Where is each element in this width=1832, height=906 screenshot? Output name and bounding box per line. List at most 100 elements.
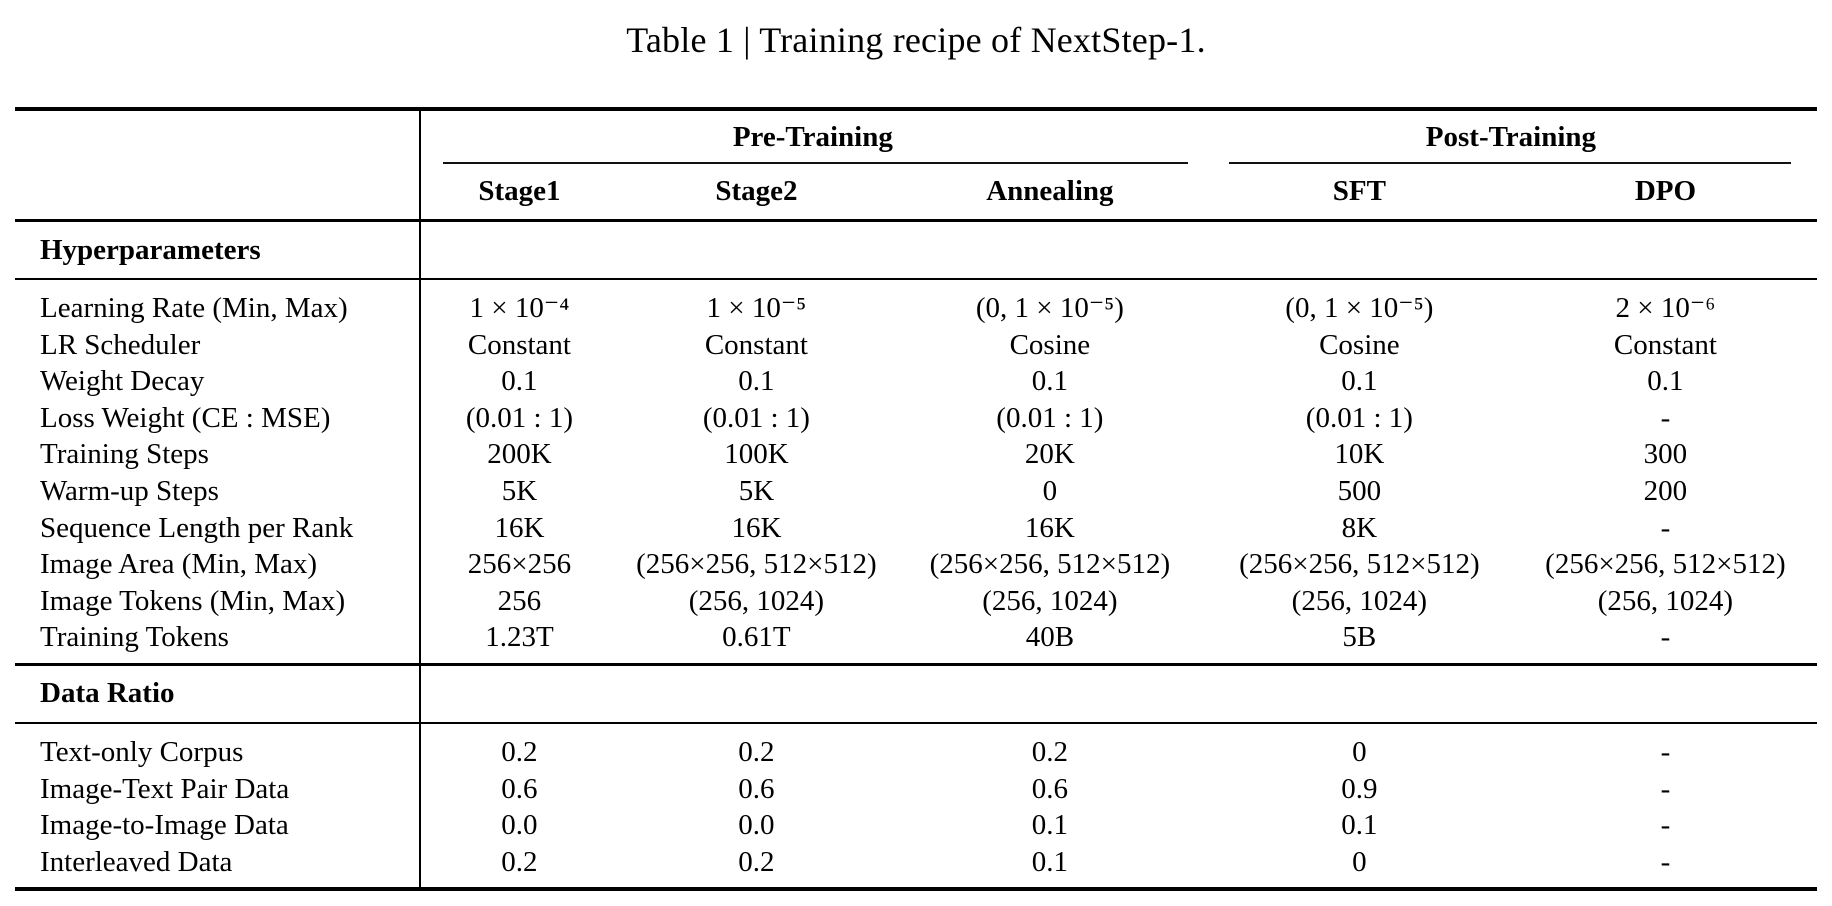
paper-page: Table 1 | Training recipe of NextStep-1.… [0,16,1832,892]
row-label: Weight Decay [15,363,421,400]
cmidrule-pre-training [442,162,1188,164]
row-label: Image Area (Min, Max) [15,546,421,583]
value-cell: (0, 1 × 10⁻⁵) [975,292,1124,324]
value-cell: - [1660,845,1671,878]
value-cell: 256×256 [467,548,572,581]
row-label: Image-to-Image Data [15,807,421,844]
value-cell: - [1660,735,1671,768]
value-cell: 256 [497,584,542,617]
value-cell: (256×256, 512×512) [1545,548,1786,581]
value-cell: 2 × 10⁻⁶ [1615,292,1716,324]
value-cell: 16K [731,511,782,544]
table-row: Text-only Corpus 0.2 0.2 0.2 0 - [15,722,1817,771]
row-label: Image-Text Pair Data [15,770,421,808]
row-label: LR Scheduler [15,326,421,364]
column-header-stage2: Stage2 [715,175,798,207]
value-cell: (256, 1024) [688,584,825,617]
value-cell: 0.2 [501,845,538,878]
value-cell: 0.6 [501,772,538,805]
value-cell: 0.1 [1031,845,1068,878]
table-row: Sequence Length per Rank 16K 16K 16K 8K - [15,509,1817,547]
value-cell: 16K [1024,511,1075,544]
row-label: Text-only Corpus [15,722,421,771]
column-header-sft: SFT [1332,175,1386,207]
value-cell: (256, 1024) [1597,584,1734,617]
value-cell: - [1660,809,1671,842]
value-cell: 0.2 [501,735,538,768]
value-cell: Constant [1613,328,1717,361]
value-cell: 0 [1352,735,1367,768]
value-cell: - [1660,621,1671,654]
row-label: Image Tokens (Min, Max) [15,582,421,620]
column-header-annealing: Annealing [986,175,1114,207]
row-label: Learning Rate (Min, Max) [15,279,421,327]
value-cell: 0 [1352,845,1367,878]
row-label: Training Tokens [15,619,421,665]
column-group-pre-training: Pre-Training [420,109,1205,164]
value-cell: 1 × 10⁻⁴ [469,292,570,324]
header-stub-cell [15,109,421,164]
value-cell: 0.0 [501,809,538,842]
value-cell: 0.1 [1341,809,1378,842]
value-cell: 0.2 [738,735,775,768]
value-cell: 0.6 [1031,772,1068,805]
value-cell: Cosine [1009,328,1091,361]
value-cell: (256, 1024) [1291,584,1427,617]
value-cell: 0 [1042,474,1058,507]
value-cell: 200 [1643,474,1688,507]
value-cell: (256×256, 512×512) [929,548,1171,581]
value-cell: 0.2 [738,845,775,878]
value-cell: Constant [467,328,571,361]
table-row: Image Tokens (Min, Max) 256 (256, 1024) (25… [15,582,1817,620]
value-cell: (256×256, 512×512) [1239,548,1480,581]
table-row: Loss Weight (CE : MSE) (0.01 : 1) (0.01 : … [15,399,1817,437]
training-recipe-table: Pre-Training Post-Training Stage1 Stage2 A… [15,107,1817,892]
value-cell: - [1660,772,1671,805]
value-cell: 0.2 [1031,735,1068,768]
column-group-row: Pre-Training Post-Training [15,109,1817,164]
section-header-row: Hyperparameters [15,220,1817,279]
value-cell: (0.01 : 1) [1305,401,1413,434]
section-name: Hyperparameters [15,220,421,279]
value-cell: 300 [1643,438,1688,471]
value-cell: 100K [724,438,789,471]
value-cell: - [1660,511,1671,544]
table-row: Learning Rate (Min, Max) 1 × 10⁻⁴ 1 × 10⁻⁵… [15,279,1817,327]
value-cell: - [1660,401,1671,434]
column-header-stage1: Stage1 [478,175,561,207]
group-label-pre-training: Pre-Training [732,121,893,153]
row-label: Interleaved Data [15,843,421,890]
value-cell: 20K [1024,438,1075,471]
section-name: Data Ratio [15,664,421,723]
group-label-post-training: Post-Training [1425,121,1597,153]
table-row: Image Area (Min, Max) 256×256 (256×256, 51… [15,546,1817,583]
table-section: Hyperparameters Learning Rate (Min, Max) 1… [15,220,1817,665]
value-cell: (256×256, 512×512) [636,548,877,581]
value-cell: 0.0 [738,809,775,842]
table-row: Interleaved Data 0.2 0.2 0.1 0 - [15,843,1817,890]
value-cell: 5K [501,474,538,507]
section-header-row: Data Ratio [15,664,1817,723]
table-row: Training Steps 200K 100K 20K 10K 300 [15,436,1817,473]
value-cell: 40B [1025,621,1075,654]
value-cell: (0.01 : 1) [702,401,810,434]
row-label: Training Steps [15,436,421,473]
row-label: Warm-up Steps [15,472,421,510]
value-cell: 10K [1334,438,1385,471]
column-header-dpo: DPO [1634,175,1697,207]
column-group-post-training: Post-Training [1205,109,1817,164]
value-cell: Constant [704,328,808,361]
table-row: LR Scheduler Constant Constant Cosine Cosine… [15,326,1817,364]
value-cell: (0.01 : 1) [465,401,573,434]
row-label: Loss Weight (CE : MSE) [15,399,421,437]
table-row: Warm-up Steps 5K 5K 0 500 200 [15,472,1817,510]
value-cell: 200K [487,438,552,471]
value-cell: (0.01 : 1) [996,401,1104,434]
value-cell: 8K [1341,511,1378,544]
table-section: Data Ratio Text-only Corpus 0.2 0.2 0.2 0 - Ima… [15,664,1817,890]
value-cell: 0.1 [501,365,538,398]
value-cell: 0.9 [1341,772,1378,805]
table-row: Weight Decay 0.1 0.1 0.1 0.1 0.1 [15,363,1817,400]
value-cell: 0.1 [1647,365,1684,398]
value-cell: 0.61T [722,621,791,654]
